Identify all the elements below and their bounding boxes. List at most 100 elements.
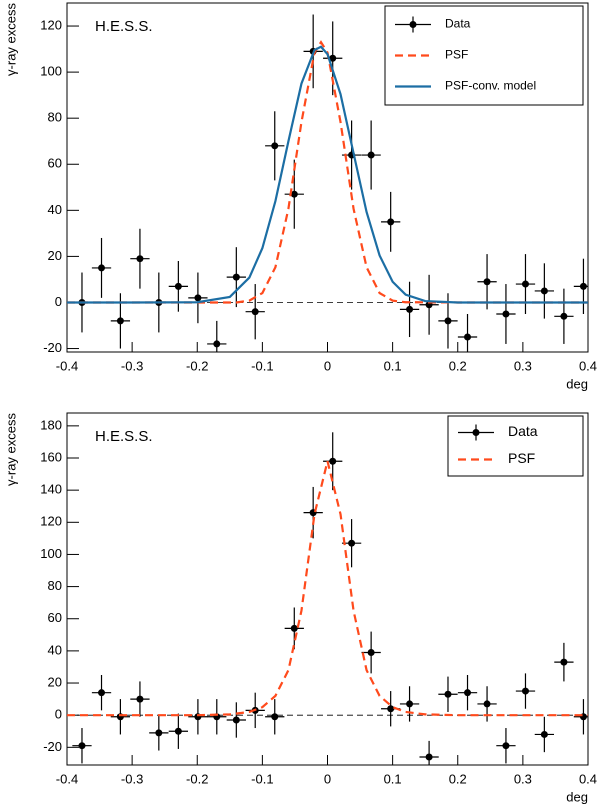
x-tick-label: -0.1	[251, 358, 273, 373]
data-point	[78, 742, 86, 750]
y-tick-label: 100	[40, 64, 62, 79]
legend-box	[447, 415, 584, 477]
x-tick-label: -0.3	[121, 771, 143, 786]
data-point	[329, 457, 337, 465]
y-tick-label: 0	[55, 294, 62, 309]
data-point	[387, 705, 395, 713]
curve	[67, 40, 588, 304]
x-tick-label: -0.4	[56, 771, 78, 786]
panel: -20 0 20 40 60 80 100 120 -0.4 -0.3 -0.2 -0.1 0 0.1 0.…	[3, 2, 597, 391]
x-tick-label: 0.3	[514, 358, 532, 373]
legend-label: PSF	[508, 450, 535, 466]
y-tick-label: 20	[48, 674, 62, 689]
data-point	[521, 280, 529, 288]
data-point	[579, 282, 587, 290]
legend-label: PSF	[445, 48, 468, 62]
data-point	[560, 312, 568, 320]
panel: -20 0 20 40 60 80 100 120 140 160 180 -0.4 -0.3 -0.2 -…	[3, 412, 597, 804]
data-point	[232, 273, 240, 281]
data-point	[251, 308, 259, 316]
y-tick-label: 80	[48, 578, 62, 593]
data-point	[502, 310, 510, 318]
legend-swatch	[409, 21, 417, 28]
data-point	[502, 742, 510, 750]
legend-label: Data	[445, 17, 471, 31]
x-tick-label: 0.2	[449, 358, 467, 373]
legend-swatch	[472, 429, 480, 436]
legend-label: Data	[508, 423, 538, 439]
plot-area	[67, 432, 588, 765]
y-axis-label: γ-ray excess	[3, 413, 18, 486]
x-tick-label: -0.2	[186, 358, 208, 373]
curve	[67, 460, 588, 717]
annotation: H.E.S.S.	[95, 18, 153, 35]
data-point	[98, 689, 106, 697]
curve	[67, 45, 588, 304]
data-point	[174, 282, 182, 290]
y-tick-label: 180	[40, 417, 62, 432]
y-tick-label: 140	[40, 482, 62, 497]
data-point	[98, 264, 106, 272]
x-tick-label: 0.4	[579, 358, 597, 373]
legend-label: PSF-conv. model	[445, 79, 536, 93]
y-tick-label: 100	[40, 546, 62, 561]
y-tick-label: 160	[40, 449, 62, 464]
x-tick-label: -0.3	[121, 358, 143, 373]
y-tick-label: 60	[48, 610, 62, 625]
x-axis-label: deg	[566, 789, 588, 804]
data-point	[329, 54, 337, 62]
y-axis-label: γ-ray excess	[3, 3, 18, 76]
legend: Data PSF	[447, 415, 584, 477]
data-point	[444, 317, 452, 325]
y-tick-label: 0	[55, 707, 62, 722]
data-point	[271, 142, 279, 150]
data-point	[425, 753, 433, 761]
data-point	[540, 730, 548, 738]
x-axis-label: deg	[566, 376, 588, 391]
x-tick-label: 0	[324, 771, 331, 786]
y-tick-label: 80	[48, 110, 62, 125]
data-point	[213, 340, 221, 348]
data-point	[464, 333, 472, 341]
data-point	[232, 716, 240, 724]
x-tick-label: -0.2	[186, 771, 208, 786]
data-point	[136, 695, 144, 703]
x-tick-label: -0.4	[56, 358, 78, 373]
data-point	[367, 648, 375, 656]
data-point	[136, 255, 144, 263]
x-tick-label: 0.2	[449, 771, 467, 786]
y-tick-label: 120	[40, 17, 62, 32]
y-tick-label: -20	[43, 739, 62, 754]
x-tick-label: 0	[324, 358, 331, 373]
x-tick-label: 0.1	[384, 771, 402, 786]
data-point	[271, 713, 279, 721]
data-point	[521, 687, 529, 695]
x-tick-label: 0.3	[514, 771, 532, 786]
legend-box	[384, 5, 584, 106]
data-point	[290, 190, 298, 198]
data-point	[444, 690, 452, 698]
data-point	[406, 305, 414, 313]
y-tick-label: 40	[48, 202, 62, 217]
legend: Data PSF PSF-conv. model	[384, 5, 584, 106]
data-point	[290, 624, 298, 632]
data-point	[483, 278, 491, 286]
data-point	[367, 151, 375, 159]
data-point	[483, 700, 491, 708]
plot-area	[67, 14, 588, 352]
y-tick-label: 40	[48, 642, 62, 657]
annotation: H.E.S.S.	[95, 428, 153, 445]
y-tick-label: 60	[48, 156, 62, 171]
x-tick-label: 0.1	[384, 358, 402, 373]
data-point	[194, 294, 202, 302]
data-point	[387, 218, 395, 226]
x-tick-label: -0.1	[251, 771, 273, 786]
data-point	[406, 700, 414, 708]
data-point	[464, 689, 472, 697]
data-point	[116, 317, 124, 325]
y-tick-label: -20	[43, 340, 62, 355]
data-point	[560, 658, 568, 666]
data-point	[174, 727, 182, 735]
